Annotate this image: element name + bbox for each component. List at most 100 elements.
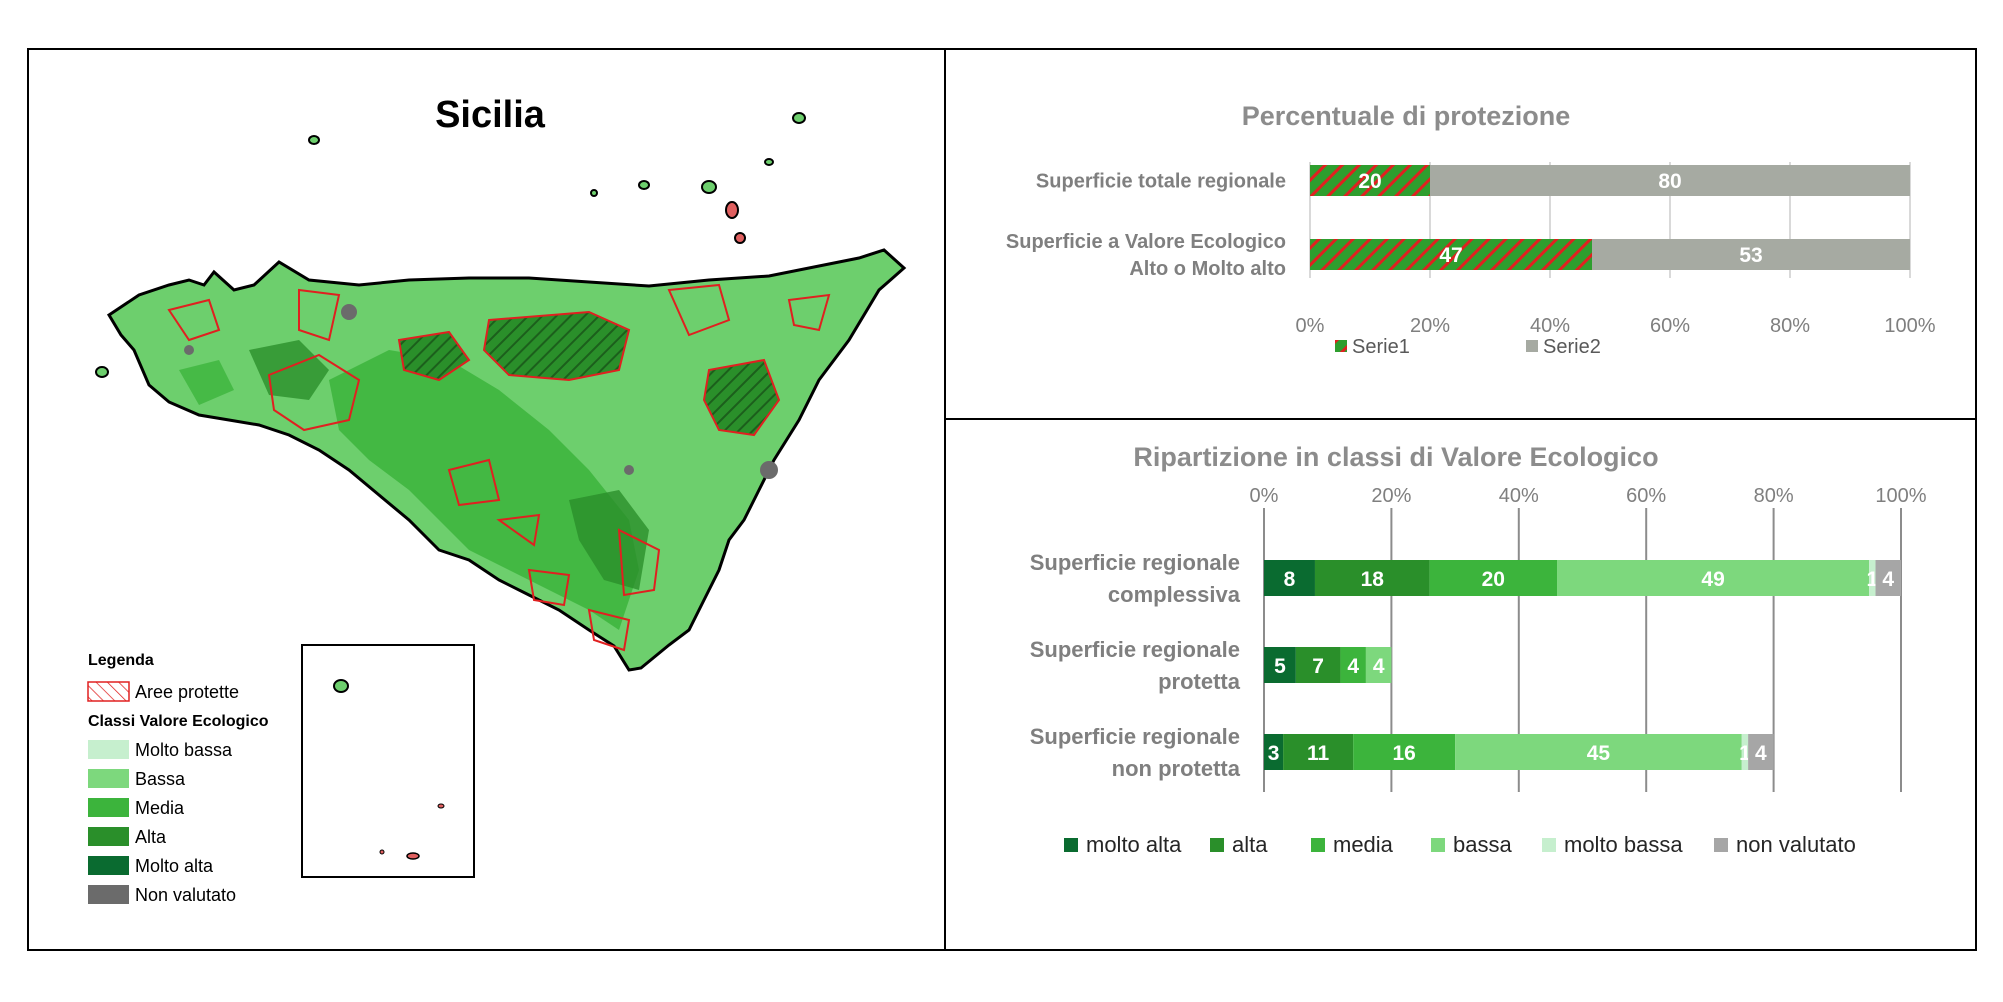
distribution-legend-swatch <box>1064 838 1078 852</box>
distribution-chart-bars: 8 18 20 49 1 45 7 4 43 11 16 45 1 4 <box>1264 560 1901 770</box>
map-legend: Legenda Aree protette Classi Valore Ecol… <box>87 652 269 905</box>
protection-chart-bars: 20 80 47 53 <box>1310 165 1910 270</box>
distribution-legend-swatch <box>1311 838 1325 852</box>
distribution-bar-non-valutato <box>1875 560 1901 596</box>
distribution-bar-non-valutato <box>1748 734 1774 770</box>
distribution-bar-molto-alta <box>1264 560 1315 596</box>
protection-bar-serie2 <box>1592 239 1910 270</box>
distribution-data-label: 45 <box>1587 742 1611 765</box>
distribution-data-label: 11 <box>1307 742 1330 765</box>
distribution-data-label: 4 <box>1882 568 1894 591</box>
protection-chart-title: Percentuale di protezione <box>1242 101 1571 131</box>
distribution-legend-label: non valutato <box>1736 832 1856 857</box>
distribution-tick-label: 80% <box>1754 485 1794 507</box>
distribution-category-label: Superficie regionale <box>1030 637 1240 662</box>
distribution-legend-label: molto alta <box>1086 832 1182 857</box>
legend-label-media: Media <box>135 798 185 818</box>
legend-swatch-media <box>88 798 129 817</box>
protection-data-label: 47 <box>1439 244 1462 267</box>
panel-divider-horizontal <box>944 418 1977 420</box>
sicily-island <box>106 248 907 672</box>
protection-chart-legend: Serie1 Serie2 <box>1335 336 1601 358</box>
distribution-chart: Ripartizione in classi di Valore Ecologi… <box>1030 442 1927 857</box>
distribution-chart-axis-ticks: 0% 20% 40% 60% 80% 100% <box>1250 485 1927 507</box>
distribution-chart-legend: molto alta alta media bassa molto bassa non v… <box>1064 832 1856 857</box>
distribution-data-label: 4 <box>1347 655 1359 678</box>
distribution-data-label: 4 <box>1373 655 1385 678</box>
legend-swatch-non-valutato <box>88 885 129 904</box>
distribution-bar-bassa <box>1455 734 1742 770</box>
distribution-tick-label: 20% <box>1371 485 1411 507</box>
protection-chart: Percentuale di protezione 20 80 47 53 Super… <box>1006 101 1936 358</box>
legend-label-molto-bassa: Molto bassa <box>135 740 233 760</box>
distribution-legend-label: bassa <box>1453 832 1512 857</box>
distribution-legend-swatch <box>1210 838 1224 852</box>
distribution-legend-swatch <box>1714 838 1728 852</box>
legend-label-bassa: Bassa <box>135 769 186 789</box>
legend-swatch-bassa <box>88 769 129 788</box>
distribution-bar-molto-alta <box>1264 647 1296 683</box>
legend-swatch-molto-bassa <box>88 740 129 759</box>
distribution-category-label: complessiva <box>1108 582 1241 607</box>
distribution-bar-alta <box>1314 560 1430 596</box>
inset-frame <box>301 644 475 878</box>
distribution-bar-molto-bassa <box>1741 734 1749 770</box>
protection-category-label: Alto o Molto alto <box>1129 258 1286 280</box>
distribution-category-label: protetta <box>1158 669 1241 694</box>
distribution-bar-molto-alta <box>1264 734 1284 770</box>
protection-tick-label: 0% <box>1296 315 1325 337</box>
map-title: Sicilia <box>435 94 546 136</box>
distribution-legend-label: media <box>1333 832 1394 857</box>
distribution-chart-title: Ripartizione in classi di Valore Ecologi… <box>1133 442 1658 472</box>
distribution-bar-media <box>1353 734 1456 770</box>
distribution-data-label: 4 <box>1755 742 1767 765</box>
distribution-bar-bassa <box>1557 560 1870 596</box>
distribution-tick-label: 0% <box>1250 485 1279 507</box>
distribution-data-label: 3 <box>1268 742 1280 765</box>
distribution-data-label: 1 <box>1739 742 1751 765</box>
distribution-bar-molto-bassa <box>1869 560 1876 596</box>
protection-data-label: 53 <box>1739 244 1762 267</box>
map-legend-title: Legenda <box>88 652 154 669</box>
protection-legend-swatch <box>1526 340 1538 352</box>
protection-tick-label: 40% <box>1530 315 1570 337</box>
inset-islands <box>333 679 445 860</box>
distribution-category-label: non protetta <box>1112 756 1241 781</box>
legend-swatch-protected <box>87 681 130 702</box>
legend-swatch-alta <box>88 827 129 846</box>
protection-bar-serie2 <box>1430 165 1910 196</box>
distribution-tick-label: 40% <box>1499 485 1539 507</box>
distribution-tick-label: 60% <box>1626 485 1666 507</box>
protection-category-label: Superficie a Valore Ecologico <box>1006 231 1286 253</box>
distribution-category-label: Superficie regionale <box>1030 724 1240 749</box>
distribution-data-label: 8 <box>1284 568 1296 591</box>
distribution-data-label: 5 <box>1274 655 1286 678</box>
distribution-category-label: Superficie regionale <box>1030 550 1240 575</box>
sicily-map: Sicilia <box>87 94 907 905</box>
distribution-data-label: 7 <box>1312 655 1324 678</box>
protection-data-label: 20 <box>1358 170 1381 193</box>
distribution-bar-alta <box>1295 647 1341 683</box>
distribution-data-label: 16 <box>1392 742 1415 765</box>
distribution-legend-label: molto bassa <box>1564 832 1683 857</box>
protection-bar-serie1 <box>1310 239 1592 270</box>
protection-legend-swatch <box>1335 340 1347 352</box>
legend-label-protected: Aree protette <box>135 682 239 702</box>
protection-legend-label: Serie1 <box>1352 336 1410 358</box>
distribution-data-label: 1 <box>1866 568 1878 591</box>
distribution-bar-media <box>1340 647 1366 683</box>
distribution-chart-categories: Superficie regionale complessiva Superfici… <box>1030 550 1241 781</box>
panel-divider-vertical <box>944 48 946 951</box>
protection-data-label: 80 <box>1658 170 1681 193</box>
protection-tick-label: 80% <box>1770 315 1810 337</box>
distribution-data-label: 49 <box>1701 568 1724 591</box>
protection-tick-label: 60% <box>1650 315 1690 337</box>
protection-tick-label: 100% <box>1884 315 1935 337</box>
distribution-tick-label: 100% <box>1875 485 1926 507</box>
legend-label-molto-alta: Molto alta <box>135 856 214 876</box>
protection-bar-serie1 <box>1310 165 1430 196</box>
protection-chart-categories: Superficie totale regionale Superficie a … <box>1006 171 1286 281</box>
map-legend-classes-title: Classi Valore Ecologico <box>88 713 269 730</box>
distribution-data-label: 18 <box>1361 568 1385 591</box>
protection-category-label: Superficie totale regionale <box>1036 171 1286 193</box>
